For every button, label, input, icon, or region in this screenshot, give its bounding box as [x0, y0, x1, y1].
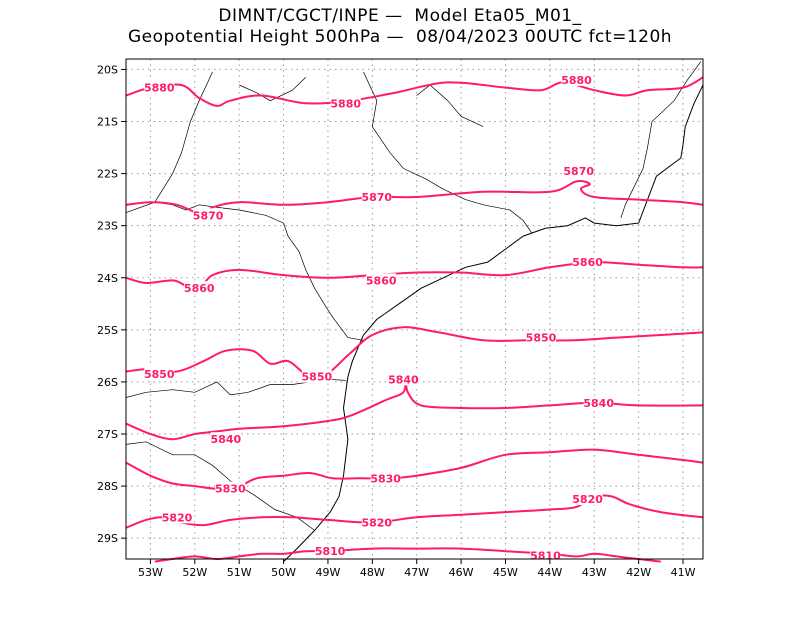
x-tick-label: 47W — [404, 566, 429, 579]
state-border — [363, 71, 533, 234]
x-tick-label: 41W — [671, 566, 696, 579]
y-tick-label: 20S — [97, 63, 118, 76]
contour-label: 5840 — [583, 397, 614, 410]
contour-label: 5870 — [193, 209, 224, 222]
y-tick-label: 25S — [97, 324, 118, 337]
contour-label-background — [525, 330, 556, 344]
contour-lines — [125, 76, 704, 563]
contour-5810 — [154, 547, 661, 563]
map-frame — [125, 58, 704, 560]
x-tick-label: 48W — [360, 566, 385, 579]
contour-label-background — [301, 369, 332, 383]
contour-label-background — [361, 190, 392, 204]
contour-label-background — [561, 72, 592, 86]
x-tick-label: 43W — [582, 566, 607, 579]
contour-label: 5850 — [526, 332, 557, 345]
contour-label-background — [215, 481, 246, 495]
y-tick-label: 29S — [97, 532, 118, 545]
state-border — [416, 84, 484, 128]
contour-label: 5880 — [144, 82, 175, 95]
x-tick-label: 46W — [449, 566, 474, 579]
contour-label-background — [572, 255, 603, 269]
contour-label: 5820 — [162, 511, 193, 524]
contour-label-background — [530, 548, 561, 562]
contour-5840 — [125, 378, 704, 441]
contour-labels: 5880 5880 5880 5870 5870 5870 5860 5860 5860 5850… — [144, 72, 614, 562]
contour-label: 5880 — [561, 74, 592, 87]
contour-label: 5860 — [572, 256, 603, 269]
contour-label: 5880 — [330, 97, 361, 110]
contour-label-background — [162, 510, 193, 524]
contour-label-background — [361, 515, 392, 529]
y-tick-label: 27S — [97, 428, 118, 441]
contour-label-background — [144, 80, 175, 94]
x-tick-label: 49W — [316, 566, 341, 579]
title-line-2: Geopotential Height 500hPa — 08/04/2023 … — [127, 27, 673, 47]
contour-label: 5820 — [361, 517, 392, 530]
y-tick-label: 21S — [97, 116, 118, 129]
contour-label-background — [388, 372, 419, 386]
contour-5850 — [125, 326, 704, 380]
contour-label: 5850 — [302, 371, 333, 384]
contour-5880 — [125, 76, 704, 107]
contour-label-background — [370, 471, 401, 485]
y-tick-label: 23S — [97, 220, 118, 233]
x-tick-label: 52W — [182, 566, 207, 579]
title-line-1: DIMNT/CGCT/INPE — Model Eta05_M01_ — [218, 6, 582, 26]
axis-ticks: 53W 52W 51W 50W 49W 48W 47W 46W 45W 44W 43W 42W 41W 2… — [97, 63, 696, 579]
x-tick-label: 53W — [138, 566, 163, 579]
contour-label: 5870 — [361, 191, 392, 204]
contour-label: 5810 — [530, 549, 561, 562]
y-tick-label: 24S — [97, 272, 118, 285]
contour-label: 5850 — [144, 368, 175, 381]
contour-label: 5810 — [315, 545, 346, 558]
contour-label: 5820 — [572, 493, 603, 506]
contour-label-background — [210, 432, 241, 446]
x-tick-label: 50W — [271, 566, 296, 579]
y-tick-label: 22S — [97, 168, 118, 181]
contour-label-background — [572, 492, 603, 506]
contour-label-background — [184, 281, 215, 295]
state-border — [154, 201, 364, 341]
contour-label: 5840 — [388, 373, 419, 386]
grid-lines — [126, 59, 703, 559]
contour-label-background — [583, 395, 614, 409]
political-borders — [125, 61, 702, 531]
contour-label-background — [193, 208, 224, 222]
contour-label-background — [144, 367, 175, 381]
state-border — [125, 441, 315, 531]
contour-label-background — [330, 96, 361, 110]
x-tick-label: 42W — [626, 566, 651, 579]
contour-label: 5870 — [563, 165, 594, 178]
contour-5830 — [125, 448, 704, 490]
contour-label: 5860 — [366, 274, 397, 287]
coastline-segment — [283, 84, 704, 562]
y-tick-label: 26S — [97, 376, 118, 389]
x-tick-label: 51W — [227, 566, 252, 579]
contour-label: 5860 — [184, 282, 215, 295]
state-border — [239, 76, 307, 102]
contour-label: 5840 — [211, 433, 242, 446]
contour-label-background — [563, 163, 594, 177]
contour-label: 5830 — [370, 472, 401, 485]
contour-label-background — [315, 544, 346, 558]
contour-label-background — [366, 273, 397, 287]
y-tick-label: 28S — [97, 480, 118, 493]
contour-5820 — [125, 494, 704, 529]
x-tick-label: 44W — [537, 566, 562, 579]
coastline — [283, 84, 704, 562]
x-tick-label: 45W — [493, 566, 518, 579]
contour-label: 5830 — [215, 483, 246, 496]
